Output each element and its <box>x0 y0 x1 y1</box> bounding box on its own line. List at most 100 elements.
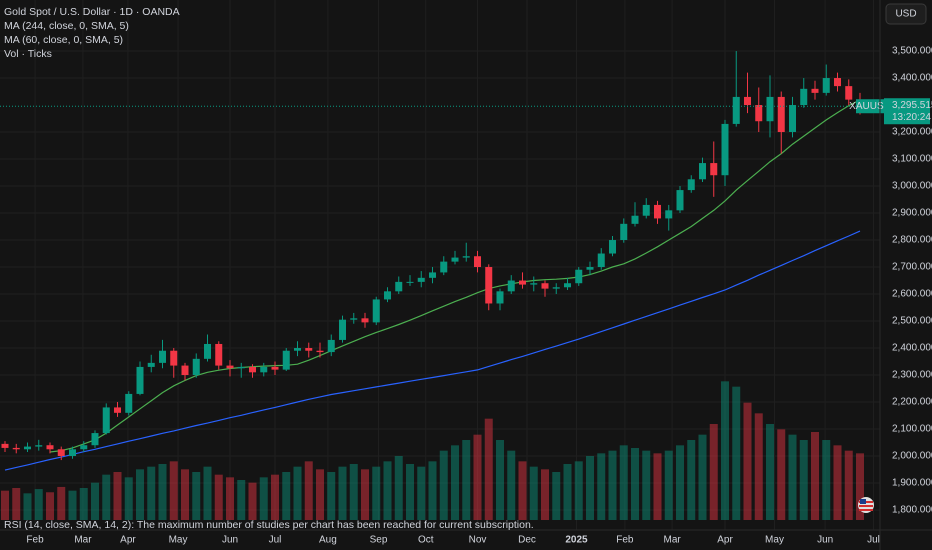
volume-bar <box>631 448 639 520</box>
symbol-tag <box>856 99 884 114</box>
x-tick-label: Feb <box>26 535 44 546</box>
ma-line <box>4 230 861 471</box>
volume-bar <box>721 381 729 520</box>
candle-body <box>46 445 54 450</box>
volume-bar <box>136 469 144 520</box>
volume-bar <box>91 482 99 520</box>
volume-bar <box>57 486 66 520</box>
candle-body <box>294 348 301 351</box>
currency-label[interactable]: USD <box>895 9 916 20</box>
x-tick-label: Mar <box>74 535 92 546</box>
candle-body <box>305 348 313 351</box>
candle-body <box>429 272 436 278</box>
candle-body <box>687 179 695 191</box>
volume-bar <box>529 466 538 520</box>
candle-body <box>384 291 391 300</box>
candle-body <box>249 366 256 373</box>
x-tick-label: Mar <box>664 535 682 546</box>
candle-body <box>474 256 481 268</box>
candle-body <box>91 433 99 446</box>
candle-body <box>69 449 76 457</box>
x-tick-label: Dec <box>518 535 536 546</box>
countdown-label: 13:20:24 <box>892 112 931 123</box>
candle-body <box>440 261 448 273</box>
candle-body <box>271 366 279 370</box>
volume-bar <box>304 461 313 520</box>
x-tick-label: Oct <box>418 535 434 546</box>
volume-bar <box>102 474 111 520</box>
x-tick-label: Jun <box>222 535 238 546</box>
candle-body <box>395 281 403 292</box>
candle-body <box>24 446 31 450</box>
candle-body <box>215 343 223 366</box>
volume-bar <box>743 402 752 520</box>
legend-volume: Vol · Ticks <box>4 48 52 60</box>
candle-body <box>777 96 785 133</box>
volume-bar <box>439 450 448 520</box>
volume-bar <box>293 466 302 520</box>
x-tick-label: 2025 <box>565 535 588 546</box>
symbol-label: XAUUSD <box>849 101 891 112</box>
volume-bar <box>169 461 178 520</box>
candle-body <box>609 240 616 254</box>
price-tag-label: 3,295.515 <box>892 100 932 111</box>
volume-bar <box>653 453 662 520</box>
candle-body <box>597 253 605 268</box>
candle-body <box>80 445 88 450</box>
y-tick-label: 3,200.000 <box>892 127 932 138</box>
y-tick-label: 2,400.000 <box>892 343 932 354</box>
candle-body <box>226 365 234 369</box>
candle-body <box>192 358 200 376</box>
volume-bar <box>383 461 392 520</box>
candle-body <box>845 86 853 100</box>
volume-bar <box>259 477 268 520</box>
candle-body <box>1 443 9 448</box>
candle-body <box>114 407 121 413</box>
candle-body <box>552 287 560 289</box>
volume-bar <box>507 450 516 520</box>
volume-bar <box>844 450 853 520</box>
volume-bar <box>34 489 43 520</box>
candle-body <box>631 215 639 224</box>
x-tick-label: Jul <box>867 535 880 546</box>
x-tick-label: Apr <box>717 535 733 546</box>
y-tick-label: 2,500.000 <box>892 316 932 327</box>
candle-body <box>316 350 324 353</box>
candle-body <box>575 269 583 284</box>
candle-body <box>237 366 245 369</box>
legend-ma244: MA (244, close, 0, SMA, 5) <box>4 20 129 32</box>
volume-bar <box>619 445 628 520</box>
candle-body <box>372 299 380 323</box>
volume-bar <box>214 474 223 520</box>
volume-bar <box>237 480 246 520</box>
candle-body <box>327 339 335 353</box>
candle-body <box>496 291 504 304</box>
volume-bar <box>496 440 504 520</box>
volume <box>1 381 864 520</box>
candle-body <box>800 88 808 106</box>
candle-body <box>654 204 661 219</box>
volume-bar <box>1 490 9 520</box>
candle-body <box>822 78 830 93</box>
candle-body <box>339 319 346 340</box>
candle-body <box>204 343 211 359</box>
candle-body <box>642 204 650 216</box>
x-tick-label: Apr <box>120 535 136 546</box>
legend-ma60: MA (60, close, 0, SMA, 5) <box>4 34 123 46</box>
candle-body <box>147 362 155 367</box>
volume-bar <box>12 488 21 520</box>
currency-button[interactable] <box>885 3 927 25</box>
volume-bar <box>316 469 324 520</box>
candle-body <box>35 445 43 447</box>
candle-body <box>732 96 740 124</box>
candle-body <box>57 449 65 457</box>
candle-body <box>507 280 515 292</box>
volume-bar <box>158 464 167 520</box>
candle-body <box>462 256 470 258</box>
chart-title: Gold Spot / U.S. Dollar · 1D · OANDA <box>4 6 180 18</box>
candle-body <box>260 366 268 373</box>
volume-bar <box>822 440 831 520</box>
volume-bar <box>608 450 617 520</box>
